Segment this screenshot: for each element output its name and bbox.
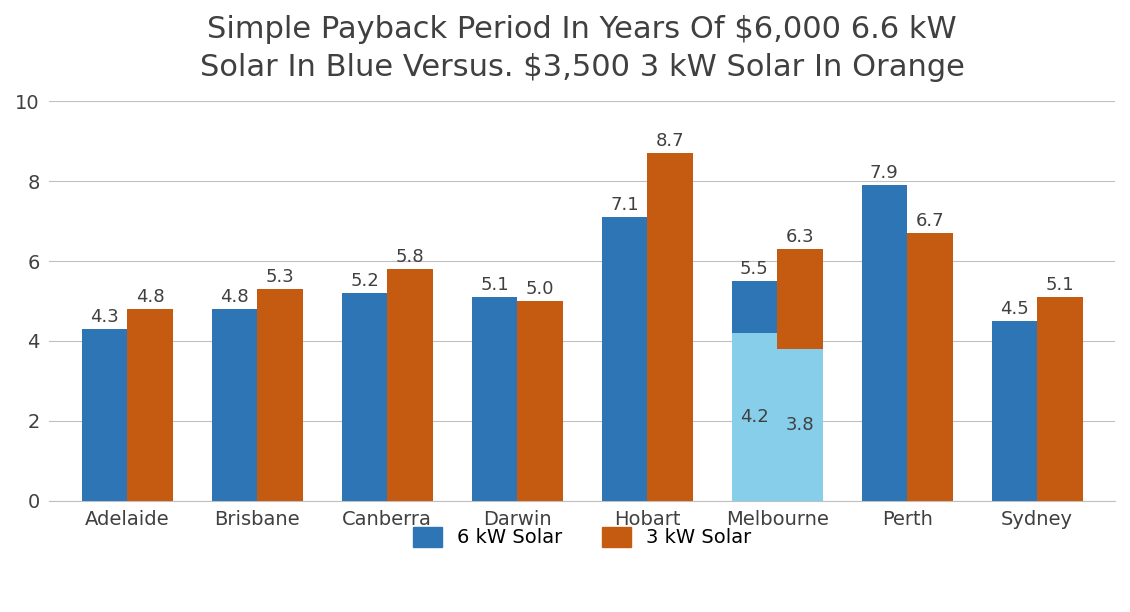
Text: 5.1: 5.1	[1045, 276, 1075, 294]
Text: 5.5: 5.5	[740, 259, 768, 278]
Bar	[731, 281, 777, 333]
Legend: 6 kW Solar, 3 kW Solar: 6 kW Solar, 3 kW Solar	[405, 519, 759, 555]
Text: 4.2: 4.2	[740, 408, 768, 426]
Text: 6.3: 6.3	[785, 228, 815, 246]
Bar	[731, 333, 777, 501]
Bar	[1037, 297, 1083, 501]
Text: 5.8: 5.8	[396, 248, 424, 266]
Title: Simple Payback Period In Years Of $6,000 6.6 kW
Solar In Blue Versus. $3,500 3 k: Simple Payback Period In Years Of $6,000…	[200, 15, 965, 82]
Bar	[777, 249, 823, 349]
Text: 5.0: 5.0	[525, 280, 554, 298]
Text: 6.7: 6.7	[915, 212, 945, 230]
Text: 5.1: 5.1	[480, 276, 508, 294]
Bar	[861, 185, 907, 501]
Bar	[128, 309, 173, 501]
Bar	[341, 293, 388, 501]
Bar	[777, 349, 823, 501]
Bar	[211, 309, 258, 501]
Bar	[907, 233, 953, 501]
Bar	[647, 153, 693, 501]
Bar	[518, 301, 563, 501]
Bar	[81, 329, 128, 501]
Text: 5.2: 5.2	[350, 272, 379, 289]
Text: 4.8: 4.8	[220, 288, 249, 306]
Text: 7.9: 7.9	[870, 164, 898, 182]
Text: 7.1: 7.1	[610, 196, 638, 214]
Text: 5.3: 5.3	[266, 268, 295, 286]
Text: 8.7: 8.7	[655, 132, 684, 150]
Bar	[471, 297, 518, 501]
Text: 4.8: 4.8	[136, 288, 164, 306]
Text: 4.5: 4.5	[1000, 300, 1028, 318]
Text: 4.3: 4.3	[90, 308, 119, 326]
Bar	[388, 269, 433, 501]
Bar	[258, 289, 303, 501]
Bar	[991, 321, 1037, 501]
Text: 3.8: 3.8	[785, 416, 815, 434]
Bar	[601, 217, 647, 501]
